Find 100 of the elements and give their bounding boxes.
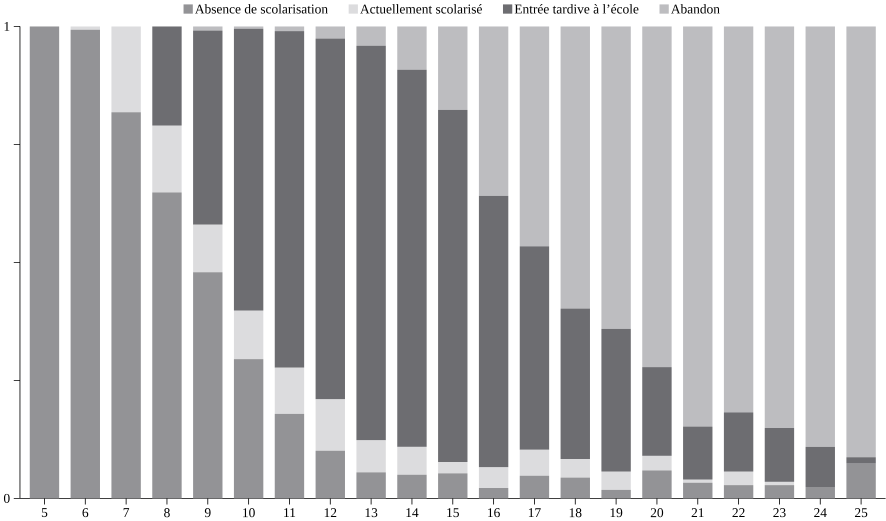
bar <box>560 308 590 460</box>
bar <box>478 196 508 468</box>
x-tick-label: 13 <box>366 508 378 518</box>
x-tick-label: 18 <box>570 508 582 518</box>
bar <box>642 456 672 471</box>
bar <box>356 472 386 499</box>
bar <box>560 26 590 309</box>
bar <box>356 46 386 440</box>
bar <box>601 26 631 330</box>
bar <box>683 426 712 480</box>
bar <box>724 472 754 486</box>
bar <box>520 246 550 450</box>
bar <box>274 26 304 32</box>
bar <box>438 474 468 499</box>
bar <box>560 459 590 478</box>
bar <box>438 110 468 462</box>
bar <box>520 476 550 499</box>
bar <box>724 412 754 472</box>
bar <box>601 329 631 472</box>
bar <box>642 26 672 368</box>
bar <box>478 488 508 499</box>
bar <box>316 450 345 499</box>
bar <box>234 359 264 499</box>
bar <box>356 26 386 46</box>
y-tick-label: 1 <box>4 22 10 31</box>
bar <box>601 490 631 499</box>
bar <box>152 26 182 126</box>
bar <box>316 38 345 400</box>
bar <box>724 485 754 499</box>
bar <box>356 440 386 473</box>
x-tick-label: 16 <box>488 508 500 518</box>
bar <box>806 26 835 448</box>
x-tick-label: 12 <box>324 508 336 518</box>
bar <box>152 192 182 499</box>
bar <box>478 26 508 196</box>
bar <box>193 272 222 499</box>
bar <box>30 26 60 499</box>
bar <box>806 487 835 499</box>
x-tick-label: 9 <box>204 508 211 518</box>
bar <box>438 462 468 474</box>
bar <box>397 474 427 499</box>
bar <box>111 26 141 112</box>
bar <box>724 26 754 413</box>
bar <box>234 310 264 360</box>
bar <box>397 26 427 70</box>
x-tick-label: 7 <box>124 508 130 518</box>
bar <box>397 70 427 448</box>
bar <box>152 126 182 193</box>
x-tick-label: 15 <box>447 508 459 518</box>
bar <box>601 472 631 490</box>
bar <box>642 367 672 456</box>
bar <box>193 26 222 31</box>
bar <box>234 28 264 311</box>
bar <box>846 26 876 458</box>
x-tick-label: 11 <box>284 508 296 518</box>
legend-label: Absence de scolarisation <box>195 4 328 14</box>
bar <box>560 478 590 499</box>
bar <box>274 31 304 368</box>
bar <box>806 447 835 488</box>
bar <box>438 26 468 110</box>
x-tick-label: 20 <box>650 508 664 518</box>
legend-label: Abandon <box>670 4 720 14</box>
bar <box>764 26 794 428</box>
bar <box>520 26 550 246</box>
x-tick-label: 6 <box>82 508 88 518</box>
bar <box>846 464 876 499</box>
x-tick-label: 5 <box>42 508 48 518</box>
x-tick-label: 19 <box>610 508 622 518</box>
bar <box>316 26 345 39</box>
bar <box>70 26 100 30</box>
bar <box>520 450 550 476</box>
bar <box>683 26 712 427</box>
x-tick-label: 17 <box>528 508 541 518</box>
bar <box>193 30 222 225</box>
bar <box>316 399 345 451</box>
legend-label: Entrée tardive à l’école <box>514 4 638 14</box>
bar <box>683 480 712 483</box>
bar <box>764 428 794 482</box>
bar <box>764 485 794 499</box>
bar <box>274 368 304 414</box>
x-tick-label: 14 <box>406 508 418 518</box>
bar <box>642 470 672 499</box>
x-tick-label: 8 <box>164 508 170 518</box>
y-tick-label: 0 <box>4 494 10 504</box>
bar <box>193 224 222 272</box>
x-tick-label: 21 <box>692 508 704 518</box>
bar <box>846 457 876 464</box>
legend-label: Actuellement scolarisé <box>360 4 482 14</box>
bar <box>683 482 712 499</box>
x-tick-label: 23 <box>773 508 786 518</box>
bar <box>274 414 304 499</box>
bar <box>111 112 141 499</box>
x-tick-label: 25 <box>854 508 868 518</box>
x-tick-label: 22 <box>732 508 745 518</box>
bar <box>397 447 427 475</box>
x-tick-label: 10 <box>243 508 255 518</box>
bar <box>478 467 508 488</box>
bar <box>70 30 100 499</box>
x-tick-label: 24 <box>814 508 827 518</box>
bar <box>764 482 794 486</box>
